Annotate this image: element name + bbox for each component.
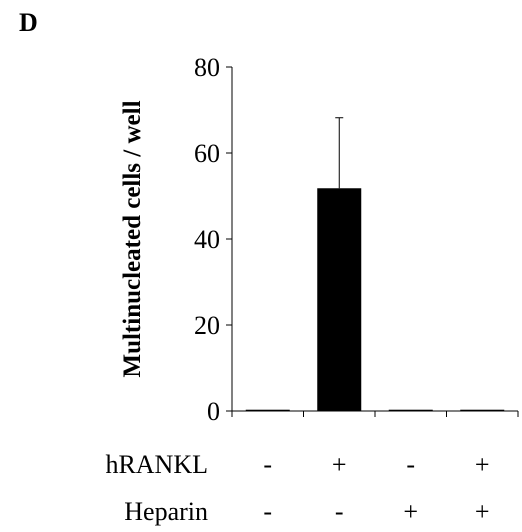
y-tick-label: 80 — [194, 53, 220, 82]
y-tick-label: 40 — [194, 225, 220, 254]
y-tick-label: 20 — [194, 311, 220, 340]
bar — [460, 409, 505, 411]
panel-label: D — [19, 8, 38, 37]
condition-label-hrankl: hRANKL — [105, 450, 208, 479]
bar — [317, 188, 362, 411]
condition-mark: + — [403, 497, 419, 526]
condition-mark: - — [263, 497, 273, 526]
y-ticks: 0 20 40 60 80 — [194, 53, 232, 426]
condition-mark: + — [331, 450, 347, 479]
y-axis-label: Multinucleated cells / well — [119, 100, 146, 377]
bar — [388, 409, 433, 411]
y-axis-label-group: Multinucleated cells / well — [119, 100, 146, 377]
bar — [245, 409, 290, 411]
axes — [231, 67, 519, 417]
condition-mark: - — [263, 450, 273, 479]
error-bars — [335, 117, 344, 189]
bars — [245, 188, 505, 411]
y-tick-label: 0 — [207, 397, 220, 426]
condition-mark: - — [406, 450, 416, 479]
condition-mark: + — [474, 450, 490, 479]
condition-label-heparin: Heparin — [124, 497, 208, 526]
bar-chart: Multinucleated cells / well 0 20 40 60 80 — [119, 53, 519, 426]
condition-mark: + — [474, 497, 490, 526]
y-tick-label: 60 — [194, 139, 220, 168]
condition-mark: - — [334, 497, 344, 526]
